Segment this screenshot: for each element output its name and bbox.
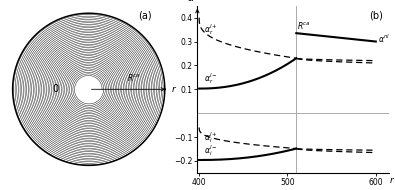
- Text: $\alpha_r^{l-}$: $\alpha_r^{l-}$: [203, 71, 218, 86]
- Text: $\alpha_i^{l+}$: $\alpha_i^{l+}$: [203, 130, 218, 145]
- Text: $\alpha$: $\alpha$: [187, 0, 195, 3]
- Text: $\alpha_r^{l+}$: $\alpha_r^{l+}$: [203, 22, 218, 37]
- Text: $R^{ca}$: $R^{ca}$: [128, 72, 141, 83]
- Text: $R^{ca}$: $R^{ca}$: [297, 20, 311, 31]
- Text: $\alpha^{nl}$: $\alpha^{nl}$: [378, 33, 390, 45]
- Text: $r$: $r$: [171, 84, 178, 94]
- Text: $r$: $r$: [389, 175, 395, 185]
- Text: 0: 0: [52, 84, 58, 94]
- Text: (a): (a): [139, 11, 152, 21]
- Text: (b): (b): [369, 11, 383, 21]
- Text: $\alpha_i^{l-}$: $\alpha_i^{l-}$: [203, 143, 218, 158]
